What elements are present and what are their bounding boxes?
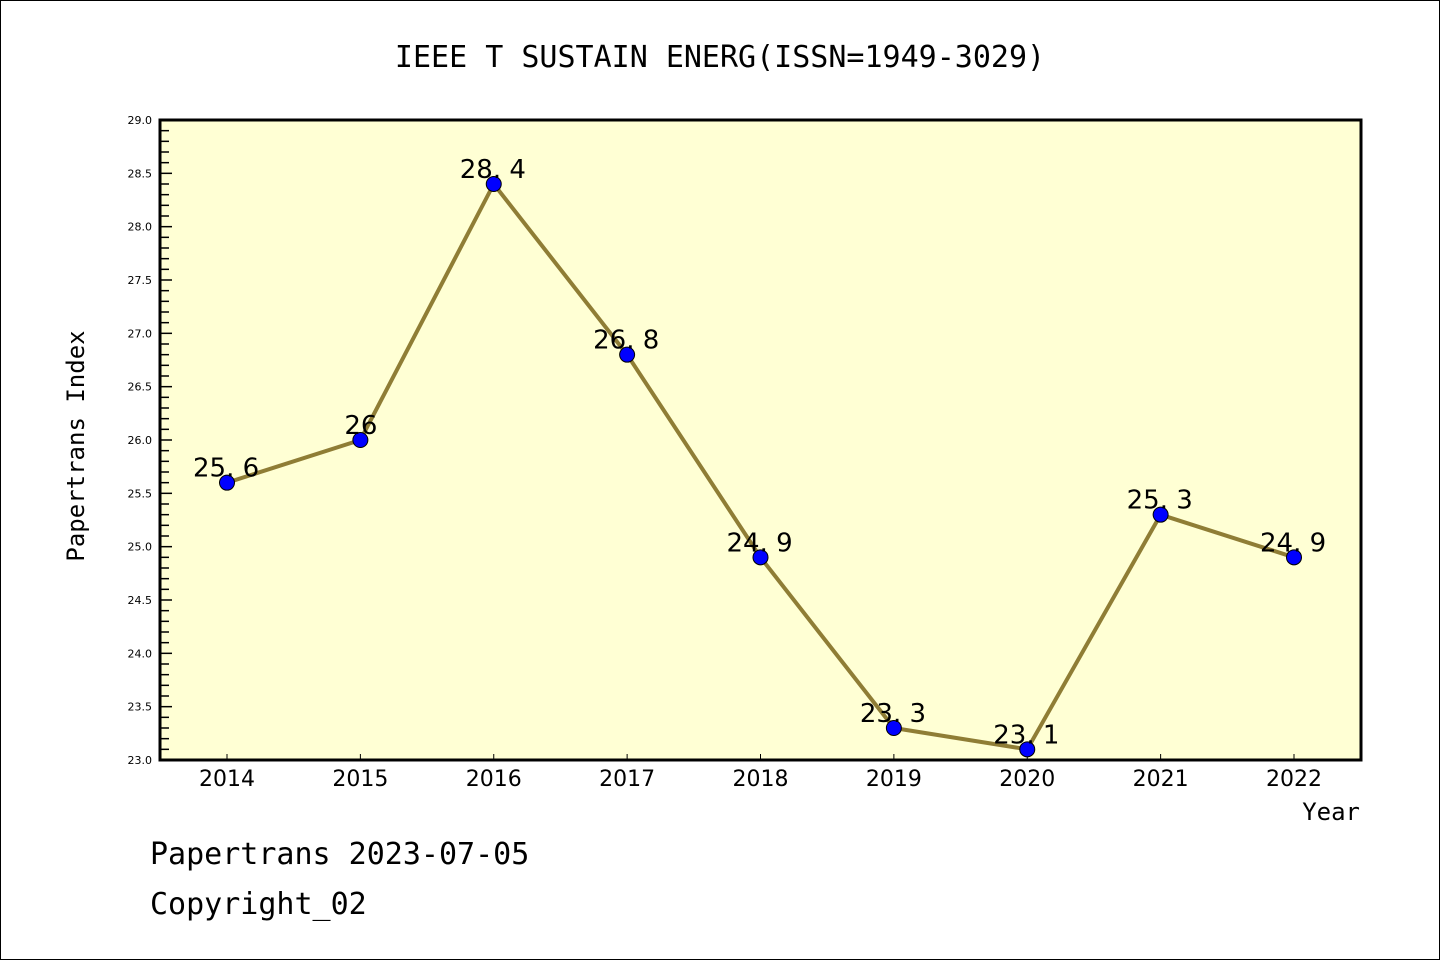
series-markers bbox=[219, 176, 1302, 758]
plot-area bbox=[160, 120, 1361, 760]
footer-date: Papertrans 2023-07-05 bbox=[150, 837, 529, 872]
data-label: 24. 9 bbox=[1260, 528, 1326, 558]
y-tick-label: 29.0 bbox=[128, 114, 153, 127]
y-tick-label: 25.5 bbox=[128, 487, 153, 500]
y-tick-label: 23.0 bbox=[128, 754, 153, 767]
y-tick-label: 25.0 bbox=[128, 541, 153, 554]
data-label: 26 bbox=[344, 411, 377, 441]
x-tick-label: 2016 bbox=[466, 767, 522, 792]
data-label: 28. 4 bbox=[460, 155, 526, 185]
y-tick-label: 24.0 bbox=[128, 647, 153, 660]
data-point bbox=[1152, 506, 1169, 523]
y-axis-label: Papertrans Index bbox=[62, 330, 90, 561]
x-tick-label: 2017 bbox=[599, 767, 655, 792]
x-tick-label: 2021 bbox=[1133, 767, 1189, 792]
data-label: 23. 1 bbox=[993, 720, 1059, 750]
y-tick-label: 27.0 bbox=[128, 327, 153, 340]
data-label: 23. 3 bbox=[860, 699, 926, 729]
x-tick-label: 2020 bbox=[999, 767, 1055, 792]
y-tick-label: 28.5 bbox=[128, 167, 153, 180]
x-tick-label: 2015 bbox=[332, 767, 388, 792]
y-tick-label: 27.5 bbox=[128, 274, 153, 287]
y-tick-label: 23.5 bbox=[128, 701, 153, 714]
data-point bbox=[619, 346, 636, 363]
data-label: 25. 6 bbox=[193, 454, 259, 484]
data-point bbox=[352, 432, 369, 448]
data-label: 26. 8 bbox=[593, 326, 659, 356]
y-tick-label: 26.0 bbox=[128, 434, 153, 447]
x-tick-label: 2014 bbox=[199, 767, 255, 792]
data-point bbox=[1019, 741, 1036, 758]
footer-copyright: Copyright_02 bbox=[150, 887, 367, 922]
y-tick-label: 28.0 bbox=[128, 221, 153, 234]
x-tick-label: 2018 bbox=[733, 767, 789, 792]
x-axis-ticks: 2014 2015 2016 2017 2018 2019 2020 2021 2022 bbox=[199, 754, 1322, 792]
data-point bbox=[885, 720, 902, 736]
data-label: 25. 3 bbox=[1127, 486, 1193, 516]
plot-border bbox=[158, 118, 1363, 762]
y-tick-label: 24.5 bbox=[128, 594, 153, 607]
data-point bbox=[219, 474, 235, 491]
x-tick-label: 2019 bbox=[866, 767, 922, 792]
x-tick-label: 2022 bbox=[1266, 767, 1322, 792]
y-tick-label: 26.5 bbox=[128, 381, 153, 394]
chart-title: IEEE T SUSTAIN ENERG(ISSN=1949-3029) bbox=[395, 40, 1045, 75]
data-labels: 25. 6 26 28. 4 26. 8 24. 9 23. 3 23. 1 25. 3 24.… bbox=[193, 155, 1326, 750]
x-axis-label: Year bbox=[1302, 798, 1360, 826]
data-point bbox=[752, 549, 769, 566]
data-point bbox=[1286, 549, 1302, 566]
data-label: 24. 9 bbox=[727, 528, 793, 558]
data-point bbox=[485, 176, 502, 192]
